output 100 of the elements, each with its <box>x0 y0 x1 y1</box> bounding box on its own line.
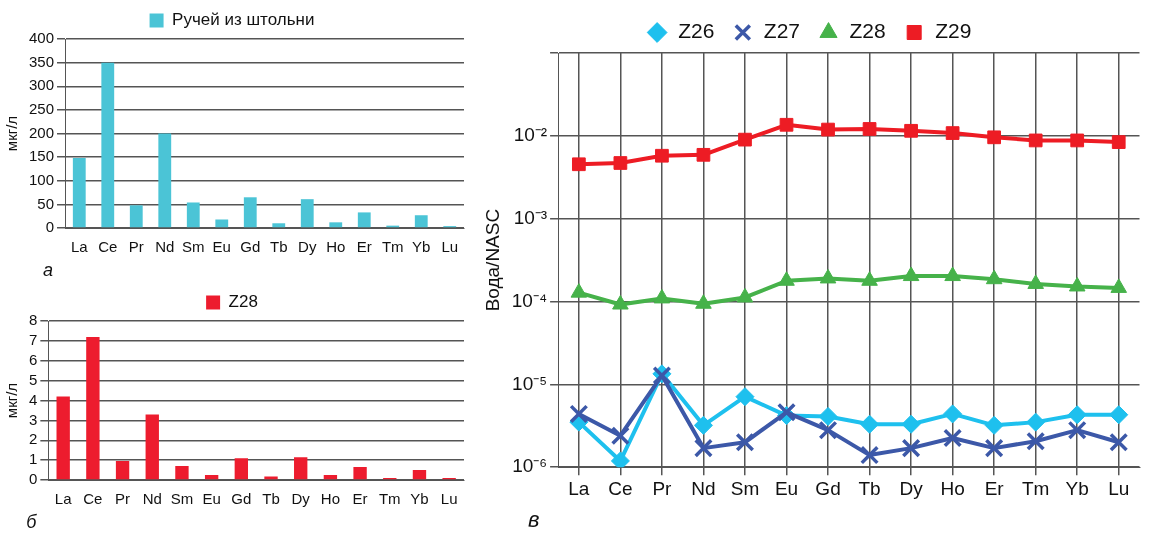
legend-label: Ручей из штольни <box>172 10 315 30</box>
x-tick-label: Lu <box>1108 477 1130 499</box>
x-tick-label: Dy <box>298 238 317 256</box>
point <box>693 438 713 458</box>
x-tick-label: Eu <box>774 477 799 499</box>
bar <box>145 414 159 480</box>
bar <box>414 215 428 228</box>
x-tick-label: La <box>568 477 590 499</box>
point <box>1110 278 1128 293</box>
x-tick-label: Sm <box>730 477 760 499</box>
x-tick-label: Ho <box>940 477 965 499</box>
y-tick-label: 100 <box>29 170 55 188</box>
point <box>901 438 921 458</box>
x-tick-label: Ce <box>83 490 103 508</box>
point <box>613 156 628 170</box>
bar <box>215 219 229 228</box>
point <box>779 117 794 132</box>
point <box>570 283 588 298</box>
bar <box>129 205 143 228</box>
x-tick-label: La <box>70 238 89 256</box>
x-tick-label: Tm <box>381 238 404 256</box>
x-tick-label: Yb <box>412 238 431 256</box>
point <box>901 414 921 434</box>
bar <box>329 222 343 228</box>
x-tick-label: Tm <box>1021 477 1050 499</box>
x-tick-label: Er <box>984 477 1005 499</box>
point <box>736 287 754 303</box>
y-tick-label: 0 <box>29 470 38 488</box>
point <box>943 404 963 424</box>
x-tick-label: Dy <box>899 477 924 499</box>
y-tick-label: 10⁻³ <box>513 206 548 228</box>
x-tick-label: Yb <box>410 490 429 508</box>
point <box>984 438 1004 458</box>
x-tick-label: Yb <box>1065 477 1089 499</box>
point <box>572 157 586 172</box>
point <box>610 451 630 468</box>
x-tick-label: Tb <box>262 490 280 508</box>
text: б <box>26 512 38 532</box>
y-tick-label: 10⁻² <box>513 124 548 146</box>
point <box>778 271 795 286</box>
point <box>904 123 918 138</box>
y-tick-label: 300 <box>29 76 55 94</box>
point <box>902 266 920 282</box>
x-tick-label: Pr <box>128 238 144 256</box>
x-tick-label: Pr <box>115 490 131 508</box>
bar <box>353 467 367 480</box>
point <box>860 414 880 434</box>
x-tick-label: Lu <box>441 238 459 256</box>
x-tick-label: Tb <box>270 238 288 256</box>
point <box>860 445 880 465</box>
bar <box>86 336 100 480</box>
bar <box>204 475 219 480</box>
y-tick-label: 8 <box>29 311 38 329</box>
point <box>1111 135 1126 149</box>
point <box>1068 276 1086 292</box>
y-tick-label: 3 <box>29 410 38 428</box>
bar <box>72 158 86 228</box>
y-tick-label: 200 <box>29 123 55 141</box>
x-tick-label: Eu <box>212 238 231 256</box>
point <box>1028 133 1043 148</box>
point <box>735 387 755 407</box>
y-tick-label: 1 <box>29 450 38 468</box>
bar <box>323 475 338 480</box>
bar <box>234 458 249 480</box>
bar <box>158 133 172 228</box>
point <box>818 406 838 426</box>
bar <box>101 62 115 228</box>
y-tick-label: 6 <box>29 350 38 368</box>
bar <box>294 457 308 480</box>
y-tick-label: 5 <box>29 370 38 388</box>
y-tick-label: 350 <box>29 52 55 70</box>
text: а <box>43 260 54 280</box>
x-tick-label: Nd <box>691 477 716 499</box>
y-tick-label: 150 <box>29 147 55 165</box>
bar <box>115 461 130 480</box>
point <box>818 420 838 440</box>
point <box>987 130 1002 145</box>
point <box>1067 405 1087 425</box>
point <box>735 432 755 452</box>
x-tick-label: Ce <box>608 477 633 499</box>
y-tick-label: 10⁻⁴ <box>511 289 548 311</box>
legend-label: Z26 <box>678 19 715 43</box>
bar <box>175 466 189 480</box>
y-tick-label: 0 <box>45 218 55 236</box>
point <box>612 295 629 310</box>
x-tick-label: Tm <box>378 490 401 508</box>
x-tick-label: Sm <box>170 490 194 508</box>
point <box>945 126 960 140</box>
x-tick-label: Pr <box>652 477 673 499</box>
x-tick-label: Ho <box>320 490 340 508</box>
x-tick-label: Gd <box>231 490 252 508</box>
point <box>569 404 589 424</box>
bar <box>243 197 257 228</box>
point <box>1026 412 1046 432</box>
bar <box>300 199 314 228</box>
y-tick-label: 4 <box>29 390 38 408</box>
bar <box>412 470 427 480</box>
legend-label: Z28 <box>849 19 886 43</box>
point <box>861 271 878 286</box>
point <box>1070 133 1085 148</box>
